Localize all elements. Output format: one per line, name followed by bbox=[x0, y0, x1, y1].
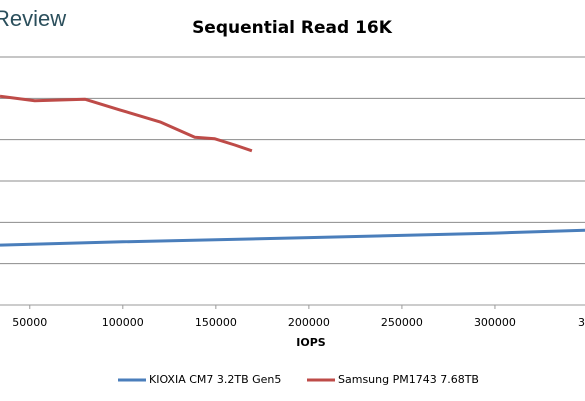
x-tick-label: 50000 bbox=[12, 316, 47, 329]
brand-logo: Review bbox=[0, 6, 66, 31]
x-tick-label: 300000 bbox=[474, 316, 516, 329]
series-line bbox=[0, 94, 253, 153]
x-tick-label: 250000 bbox=[381, 316, 423, 329]
chart-title: Sequential Read 16K bbox=[192, 18, 393, 38]
x-tick-label: 150000 bbox=[195, 316, 237, 329]
x-axis-label: IOPS bbox=[296, 336, 326, 349]
x-tick-label: 100000 bbox=[102, 316, 144, 329]
legend-label: Samsung PM1743 7.68TB bbox=[338, 373, 479, 386]
x-tick-label: 350 bbox=[578, 316, 585, 329]
x-tick-label: 200000 bbox=[288, 316, 330, 329]
legend-label: KIOXIA CM7 3.2TB Gen5 bbox=[149, 373, 281, 386]
series-line bbox=[0, 228, 585, 247]
